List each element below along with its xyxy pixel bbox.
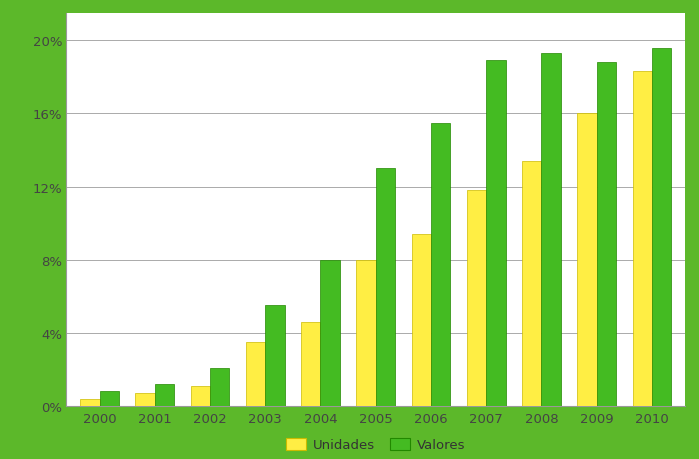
Bar <box>431 123 450 406</box>
Bar <box>522 162 542 406</box>
Bar <box>376 169 395 406</box>
Bar <box>542 54 561 406</box>
Bar <box>320 260 340 406</box>
Bar <box>412 235 431 406</box>
Bar <box>356 260 376 406</box>
Bar <box>633 72 652 406</box>
Bar <box>210 368 229 406</box>
Bar <box>301 322 320 406</box>
Bar <box>467 191 487 406</box>
Legend: Unidades, Valores: Unidades, Valores <box>281 433 470 457</box>
Bar <box>246 342 265 406</box>
Bar <box>191 386 210 406</box>
Bar <box>80 399 99 406</box>
Bar <box>652 49 671 406</box>
Bar <box>136 393 154 406</box>
Bar <box>265 306 284 406</box>
Bar <box>487 61 505 406</box>
Bar <box>597 63 616 406</box>
Bar <box>99 392 119 406</box>
Bar <box>577 114 597 406</box>
Bar <box>154 384 174 406</box>
